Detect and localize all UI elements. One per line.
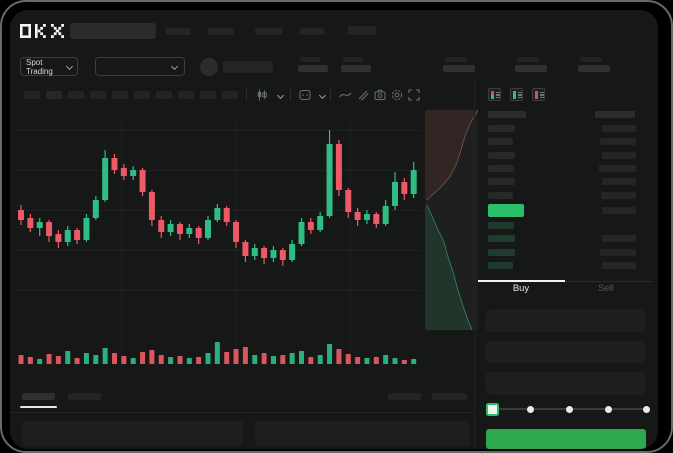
nav-item-placeholder[interactable] bbox=[348, 26, 376, 35]
timeframe-button[interactable] bbox=[90, 91, 106, 99]
timeframe-button[interactable] bbox=[24, 91, 40, 99]
amount-slider[interactable] bbox=[478, 398, 652, 420]
timeframe-button[interactable] bbox=[68, 91, 84, 99]
nav-item-placeholder[interactable] bbox=[208, 28, 234, 35]
book-header-placeholder bbox=[595, 111, 635, 118]
book-sell-only-icon[interactable] bbox=[532, 88, 545, 101]
orders-tab[interactable] bbox=[68, 393, 101, 400]
draw-tool-icon[interactable] bbox=[356, 88, 370, 102]
tab-buy[interactable]: Buy bbox=[512, 283, 530, 294]
line-tool-icon[interactable] bbox=[338, 88, 352, 102]
app-window: OKX Spot Trading bbox=[10, 10, 658, 449]
price-placeholder bbox=[223, 61, 273, 73]
timeframe-button[interactable] bbox=[134, 91, 150, 99]
panel-divider bbox=[474, 80, 475, 449]
book-header-placeholder bbox=[488, 111, 526, 118]
tab-sell[interactable]: Sell bbox=[598, 283, 614, 294]
toolbar-divider bbox=[246, 89, 247, 101]
fullscreen-icon[interactable] bbox=[407, 88, 421, 102]
stat-value-placeholder bbox=[515, 65, 547, 72]
slider-handle[interactable] bbox=[486, 403, 499, 416]
price-row-bar bbox=[602, 207, 636, 214]
top-nav-bar: OKX bbox=[10, 10, 658, 52]
stat-label-placeholder bbox=[580, 57, 602, 62]
chevron-down-icon[interactable] bbox=[273, 88, 287, 102]
timeframe-button[interactable] bbox=[46, 91, 62, 99]
order-sidebar: Buy Sell bbox=[478, 80, 652, 449]
market-type-dropdown[interactable]: Spot Trading bbox=[20, 57, 78, 76]
stat-label-placeholder bbox=[517, 57, 539, 62]
settings-icon[interactable] bbox=[390, 88, 404, 102]
coin-avatar bbox=[200, 58, 218, 76]
search-bar-placeholder[interactable] bbox=[70, 23, 156, 39]
timeframe-button[interactable] bbox=[200, 91, 216, 99]
timeframe-button[interactable] bbox=[178, 91, 194, 99]
slider-step-dot[interactable] bbox=[643, 406, 650, 413]
camera-icon[interactable] bbox=[373, 88, 387, 102]
total-input-placeholder[interactable] bbox=[486, 372, 645, 394]
stat-value-placeholder bbox=[443, 65, 475, 72]
toolbar-divider bbox=[330, 89, 331, 101]
bottom-panel bbox=[10, 380, 474, 449]
stat-label-placeholder bbox=[343, 57, 363, 62]
timeframe-button[interactable] bbox=[156, 91, 172, 99]
candle-type-icon[interactable] bbox=[255, 88, 269, 102]
active-tab-underline bbox=[20, 406, 57, 408]
book-buy-only-icon[interactable] bbox=[510, 88, 523, 101]
stat-value-placeholder bbox=[298, 65, 328, 72]
market-type-label: Spot Trading bbox=[26, 57, 53, 76]
stat-value-placeholder bbox=[341, 65, 371, 72]
stat-label-placeholder bbox=[445, 57, 467, 62]
buy-submit-button[interactable] bbox=[486, 429, 646, 449]
slider-step-dot[interactable] bbox=[527, 406, 534, 413]
price-input-placeholder[interactable] bbox=[486, 310, 645, 332]
market-bar: Spot Trading bbox=[10, 52, 658, 86]
orders-action-placeholder[interactable] bbox=[388, 393, 421, 400]
toolbar-divider bbox=[290, 89, 291, 101]
slider-step-dot[interactable] bbox=[605, 406, 612, 413]
orders-action-placeholder[interactable] bbox=[432, 393, 467, 400]
stat-value-placeholder bbox=[578, 65, 610, 72]
stat-label-placeholder bbox=[300, 57, 320, 62]
nav-item-placeholder[interactable] bbox=[255, 28, 283, 35]
okx-logo[interactable] bbox=[20, 24, 64, 38]
orders-table-placeholder bbox=[22, 421, 243, 446]
chevron-down-icon[interactable] bbox=[315, 88, 329, 102]
pair-dropdown[interactable] bbox=[95, 57, 185, 76]
nav-item-placeholder[interactable] bbox=[165, 28, 191, 35]
timeframe-button[interactable] bbox=[222, 91, 238, 99]
orders-table-placeholder bbox=[255, 421, 470, 446]
last-price-badge[interactable] bbox=[488, 204, 524, 217]
nav-item-placeholder[interactable] bbox=[300, 28, 324, 35]
book-both-sides-icon[interactable] bbox=[488, 88, 501, 101]
bottom-divider bbox=[10, 412, 474, 413]
slider-step-dot[interactable] bbox=[566, 406, 573, 413]
orders-tab-active[interactable] bbox=[22, 393, 55, 400]
indicators-icon[interactable] bbox=[298, 88, 312, 102]
chart-toolbar bbox=[10, 10, 474, 106]
amount-input-placeholder[interactable] bbox=[486, 341, 645, 363]
active-tab-indicator bbox=[478, 280, 565, 282]
price-chart-svg[interactable] bbox=[10, 108, 480, 370]
tabs-divider bbox=[478, 281, 652, 282]
timeframe-button[interactable] bbox=[112, 91, 128, 99]
